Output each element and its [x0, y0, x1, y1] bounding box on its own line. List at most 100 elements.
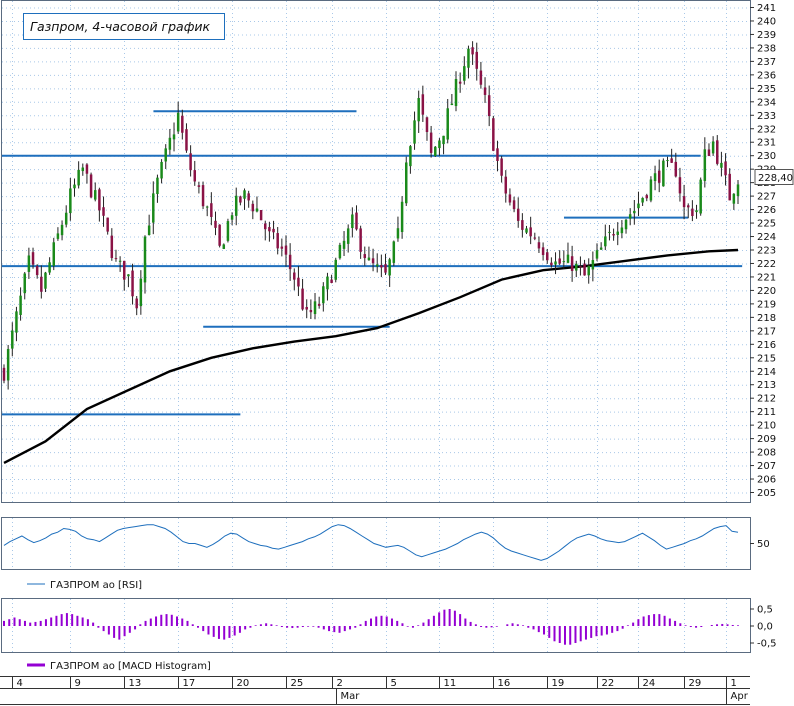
- candle-body: [313, 301, 317, 315]
- candle: [612, 228, 615, 241]
- candle-body: [268, 227, 271, 232]
- candle: [201, 181, 205, 210]
- candle: [160, 159, 163, 184]
- candle-body: [114, 258, 118, 260]
- candle-body: [467, 48, 470, 68]
- candle: [396, 216, 400, 242]
- candle: [583, 259, 586, 276]
- candle-body: [156, 177, 159, 195]
- candle: [19, 287, 22, 321]
- candle-body: [691, 208, 694, 217]
- candle: [608, 224, 611, 241]
- price-tick-label: 206: [757, 475, 776, 486]
- day-label: 9: [75, 678, 81, 689]
- candle-body: [342, 240, 346, 249]
- price-tick-label: 225: [757, 219, 776, 230]
- candle-body: [695, 210, 698, 213]
- candle-body: [475, 51, 478, 69]
- candle-body: [450, 103, 454, 106]
- candle: [736, 180, 740, 204]
- candle: [48, 257, 51, 275]
- candle: [628, 208, 632, 226]
- candle: [529, 216, 532, 245]
- candle-body: [550, 262, 553, 266]
- candle: [35, 264, 39, 279]
- candle: [2, 364, 6, 384]
- candle-body: [633, 210, 636, 214]
- day-label: 29: [689, 678, 702, 689]
- candle-body: [52, 242, 56, 266]
- candle: [624, 218, 628, 234]
- price-tick-label: 212: [757, 394, 776, 405]
- candle-body: [305, 306, 308, 310]
- candle-body: [19, 295, 22, 315]
- candle: [525, 225, 528, 235]
- candle: [442, 135, 445, 155]
- candle: [724, 153, 727, 186]
- candle: [351, 207, 354, 238]
- candle-body: [85, 164, 89, 174]
- candle-body: [608, 231, 611, 233]
- candle: [570, 245, 574, 282]
- candle: [405, 156, 408, 206]
- price-tick-label: 209: [757, 434, 776, 445]
- candle: [44, 271, 47, 293]
- candle-body: [711, 141, 715, 154]
- candle: [222, 243, 226, 250]
- candle-body: [479, 70, 483, 85]
- candle-body: [193, 170, 197, 182]
- candle: [276, 227, 279, 255]
- candle-body: [487, 95, 491, 117]
- candle-body: [525, 228, 528, 233]
- rsi-axis: 50: [750, 539, 770, 550]
- candle: [591, 251, 595, 282]
- candle: [230, 212, 234, 226]
- candle-body: [181, 115, 184, 133]
- candle-body: [247, 193, 250, 201]
- candle: [637, 191, 640, 217]
- candle: [429, 125, 433, 158]
- candle: [268, 221, 271, 242]
- candle-body: [293, 272, 296, 280]
- candle: [587, 258, 590, 284]
- price-tick-label: 224: [757, 232, 776, 243]
- candle-body: [529, 227, 532, 237]
- day-label: 22: [602, 678, 615, 689]
- price-panel[interactable]: [1, 0, 751, 503]
- candle-body: [218, 224, 221, 246]
- candle-body: [392, 241, 396, 263]
- candle-body: [579, 266, 582, 268]
- candle-body: [724, 161, 727, 176]
- candle-body: [657, 170, 661, 183]
- candle: [686, 203, 690, 219]
- candle: [604, 224, 607, 251]
- candle: [52, 237, 56, 271]
- candle: [127, 274, 130, 288]
- candle: [239, 195, 242, 206]
- candle-body: [628, 214, 632, 219]
- candle: [139, 270, 143, 315]
- candle: [342, 231, 346, 257]
- candle: [541, 242, 545, 261]
- rsi-legend: ГАЗПРОМ ао [RSI]: [27, 580, 142, 591]
- candle-body: [93, 190, 97, 200]
- candle: [280, 238, 284, 257]
- candle-body: [330, 279, 333, 283]
- price-tick-label: 236: [757, 70, 776, 81]
- candle-body: [413, 120, 416, 144]
- candle-body: [442, 135, 445, 145]
- candle: [6, 344, 10, 390]
- price-tick-label: 211: [757, 407, 776, 418]
- candle: [678, 167, 682, 202]
- candle-body: [139, 278, 143, 307]
- price-tick-label: 218: [757, 313, 776, 324]
- candle-body: [239, 196, 242, 203]
- candle-body: [69, 188, 72, 214]
- candle: [322, 282, 325, 312]
- candle-body: [409, 146, 412, 167]
- candle: [330, 274, 333, 284]
- candle-body: [388, 259, 391, 276]
- candle-body: [326, 276, 329, 290]
- price-tick-label: 238: [757, 43, 776, 54]
